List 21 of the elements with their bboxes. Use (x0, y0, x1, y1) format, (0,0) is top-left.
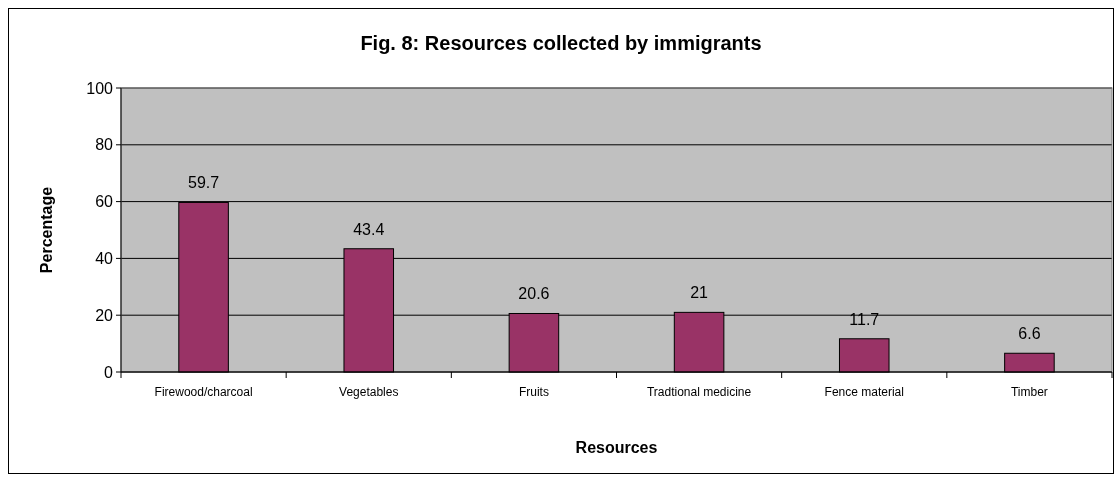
data-label: 43.4 (353, 220, 385, 238)
y-axis-title: Percentage (38, 186, 55, 274)
x-axis-title: Resources (575, 439, 658, 456)
chart-title: Fig. 8: Resources collected by immigrants (360, 32, 762, 54)
y-tick-label: 40 (95, 250, 114, 267)
data-label: 11.7 (849, 310, 880, 328)
x-tick-label: Fruits (518, 385, 549, 399)
y-tick-label: 80 (95, 136, 114, 154)
x-tick-label: Tradtional medicine (646, 385, 752, 399)
x-tick-label: Fence material (824, 385, 904, 399)
data-label: 6.6 (1018, 325, 1041, 343)
y-tick-label: 20 (95, 306, 114, 324)
y-tick-label: 100 (86, 79, 114, 97)
data-label: 20.6 (518, 285, 550, 303)
x-tick-label: Vegetables (339, 385, 399, 399)
data-label: 59.7 (188, 174, 220, 192)
data-label: 21 (690, 284, 709, 302)
x-tick-label: Timber (1010, 385, 1048, 399)
y-tick-label: 60 (95, 193, 114, 211)
y-tick-label: 0 (104, 363, 114, 381)
x-tick-label: Firewood/charcoal (154, 385, 253, 399)
